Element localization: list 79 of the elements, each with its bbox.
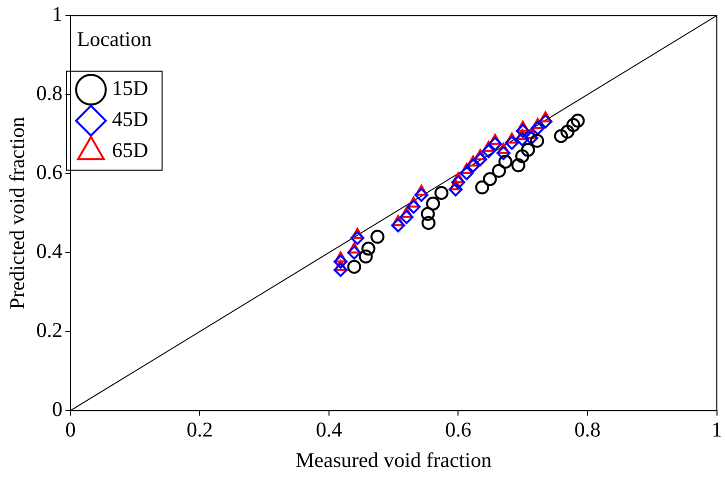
- x-tick-label: 0.8: [574, 418, 601, 442]
- x-tick-label: 0.4: [316, 418, 343, 442]
- legend-label: 65D: [112, 138, 148, 162]
- point: [539, 111, 552, 122]
- y-tick-label: 0.8: [36, 81, 62, 106]
- point: [516, 120, 530, 132]
- point: [466, 156, 480, 167]
- point: [460, 166, 474, 180]
- point: [426, 196, 440, 211]
- x-axis-title: Measured void fraction: [296, 448, 492, 472]
- point: [566, 118, 580, 132]
- y-tick-label: 0: [52, 397, 62, 422]
- point: [391, 218, 406, 232]
- y-tick-label: 0.6: [36, 160, 62, 184]
- point: [334, 254, 348, 269]
- point: [492, 164, 506, 178]
- point: [348, 242, 360, 254]
- point: [434, 186, 448, 200]
- point: [532, 118, 544, 130]
- point: [452, 172, 464, 184]
- point: [448, 182, 463, 196]
- point: [475, 180, 490, 194]
- y-tick-label: 0.2: [36, 318, 62, 342]
- point: [466, 158, 480, 173]
- point: [358, 250, 373, 264]
- point: [451, 175, 466, 190]
- point: [497, 142, 510, 154]
- point: [482, 144, 496, 158]
- point: [488, 136, 502, 151]
- point: [515, 132, 530, 146]
- point: [511, 158, 526, 172]
- x-tick-label: 0.2: [186, 418, 213, 442]
- point: [334, 252, 347, 263]
- point: [488, 134, 502, 145]
- point: [370, 230, 384, 244]
- point: [415, 184, 428, 196]
- point: [351, 228, 364, 239]
- point: [414, 188, 428, 202]
- point: [554, 129, 568, 144]
- legend-label: 15D: [112, 76, 148, 100]
- point: [406, 200, 421, 214]
- legend-title: Location: [76, 27, 152, 52]
- point: [334, 262, 348, 277]
- y-axis-title: Predicted void fraction: [5, 116, 30, 310]
- point: [496, 146, 510, 160]
- point: [570, 114, 585, 128]
- point: [516, 124, 530, 138]
- point: [449, 179, 462, 190]
- point: [482, 172, 497, 186]
- point: [530, 121, 545, 136]
- point: [392, 215, 404, 226]
- x-tick-label: 1: [712, 418, 722, 442]
- legend-label: 45D: [112, 107, 148, 132]
- y-tick-label: 0.4: [36, 239, 63, 264]
- point: [516, 129, 528, 140]
- point: [515, 149, 530, 164]
- point: [530, 134, 544, 148]
- x-tick-label: 0.6: [445, 418, 472, 442]
- point: [334, 260, 347, 271]
- point: [350, 230, 364, 245]
- point: [525, 128, 538, 139]
- y-tick-label: 1: [52, 2, 62, 26]
- point: [473, 152, 488, 166]
- point: [524, 131, 538, 146]
- point: [504, 136, 519, 150]
- point: [560, 124, 574, 139]
- point: [347, 246, 362, 260]
- point: [474, 149, 486, 160]
- point: [407, 196, 420, 208]
- point: [538, 114, 552, 128]
- point: [506, 132, 518, 144]
- point: [498, 154, 512, 169]
- point: [400, 206, 413, 218]
- point: [422, 216, 436, 230]
- point: [361, 242, 376, 256]
- point: [400, 210, 414, 224]
- point: [347, 260, 362, 274]
- point: [521, 142, 536, 157]
- point: [420, 206, 435, 221]
